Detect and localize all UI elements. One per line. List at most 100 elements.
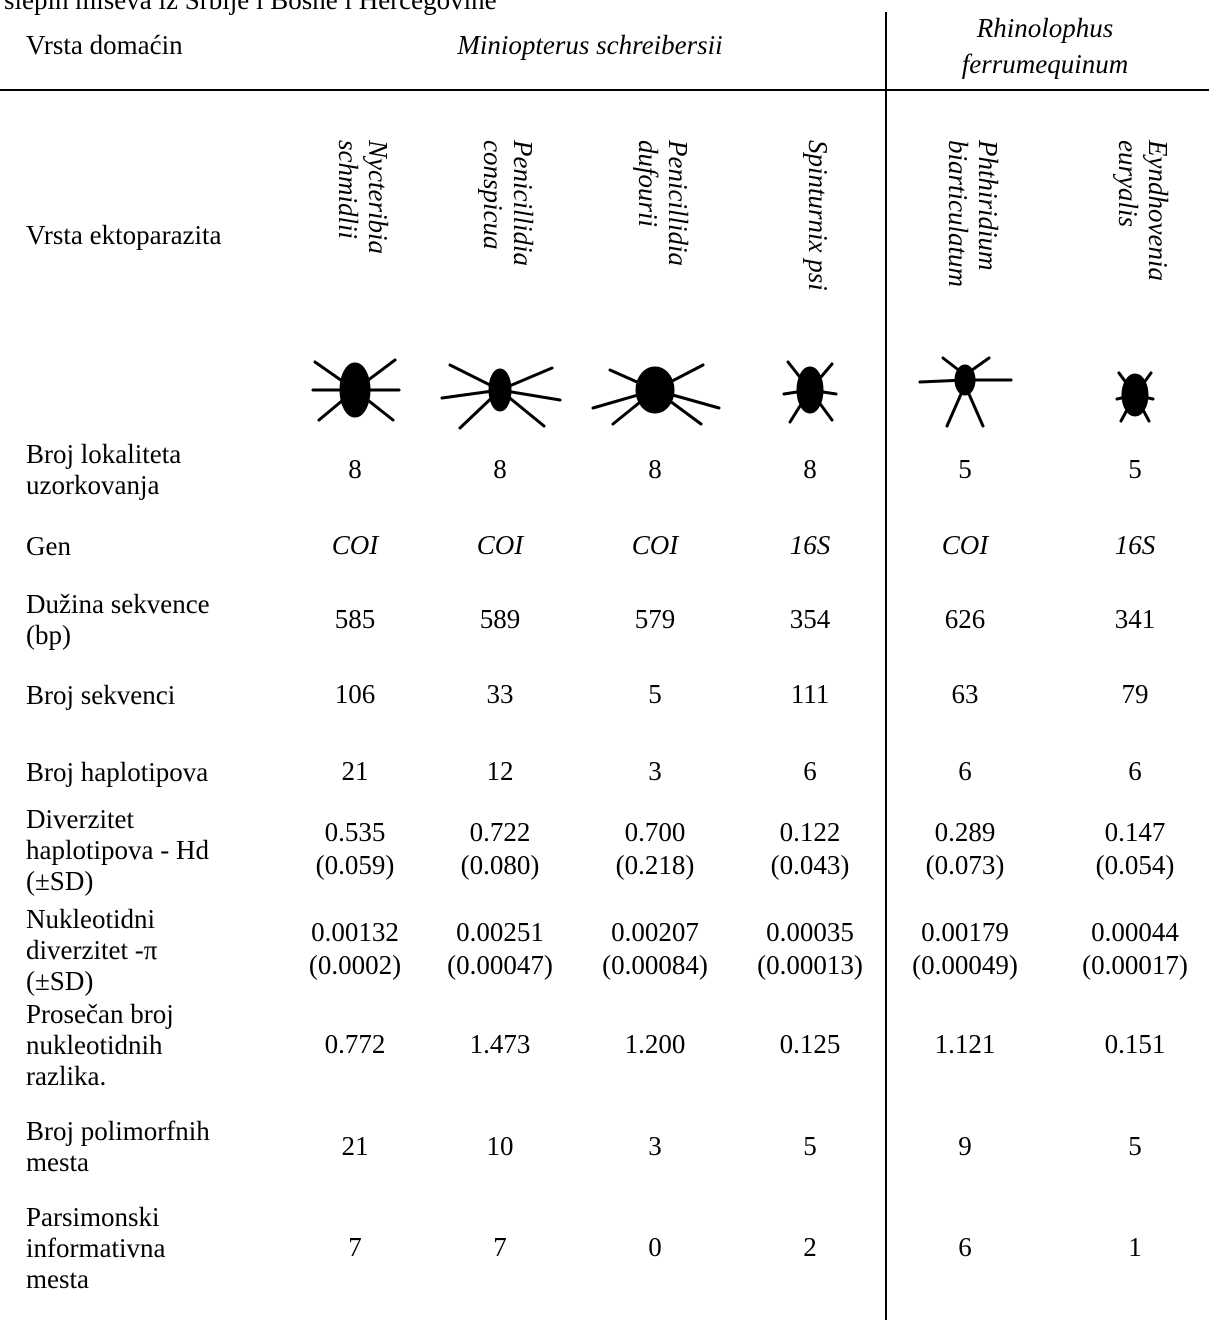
cell: 0.147 [1104, 817, 1166, 847]
row-label: nukleotidnih [26, 1029, 163, 1060]
row-label: Dužina sekvence [26, 589, 210, 619]
cell: 579 [634, 604, 676, 634]
ectoparasite-name-line: Eyndhovenia [1143, 140, 1173, 281]
cell: COI [476, 530, 524, 560]
cell: (0.00047) [447, 950, 553, 980]
cell: 21 [341, 756, 369, 786]
cell: 3 [648, 1131, 662, 1161]
cell: 5 [648, 679, 662, 709]
cell: 354 [789, 604, 831, 634]
cell: 106 [334, 679, 376, 709]
cell: 6 [803, 756, 817, 786]
group-divider [885, 12, 887, 1320]
cell: 0.289 [934, 817, 996, 847]
cell: 5 [803, 1131, 817, 1161]
cell: 0.772 [324, 1029, 386, 1059]
cell: 10 [486, 1131, 514, 1161]
ectoparasite-name-line: Penicillidia [508, 140, 538, 266]
cell: 2 [803, 1232, 817, 1262]
cell: 0.00035 [766, 917, 854, 947]
cell: (0.218) [615, 850, 695, 880]
row-label: informativna [26, 1232, 166, 1263]
cell: 7 [493, 1232, 507, 1262]
cell: (0.00013) [757, 950, 863, 980]
row-label: (±SD) [26, 865, 94, 896]
row-label: uzorkovanja [26, 470, 160, 500]
cell: 0.00044 [1091, 917, 1179, 947]
cell: 0.151 [1104, 1029, 1166, 1059]
ectoparasite-name-line: biarticulatum [943, 140, 973, 287]
cell: 0.00179 [921, 917, 1009, 947]
cell: 7 [348, 1232, 362, 1262]
cell: 5 [1128, 1131, 1142, 1161]
cell: (0.080) [460, 850, 540, 880]
cell: 79 [1121, 679, 1149, 709]
ectoparasite-name: Nycteribia schmidlii [333, 140, 393, 254]
row-label: razlika. [26, 1060, 107, 1091]
row-label: haplotipova - Hd [26, 834, 209, 865]
cell: (0.054) [1095, 850, 1175, 880]
header-rule [0, 89, 1209, 91]
ectoparasite-name-line: dufourii [633, 140, 663, 228]
cell: 12 [486, 756, 514, 786]
cell: 0 [648, 1232, 662, 1262]
cell: 0.122 [779, 817, 841, 847]
cell: (0.00084) [602, 950, 708, 980]
cell: 6 [958, 1232, 972, 1262]
host-name: Rhinolophus [976, 13, 1114, 43]
cell: COI [331, 530, 379, 560]
ecto-label: Vrsta ektoparazita [26, 220, 222, 250]
cell: (0.00049) [912, 950, 1018, 980]
cell: COI [631, 530, 679, 560]
row-label: Parsimonski [26, 1201, 160, 1232]
ectoparasite-name-line: Phthiridium [973, 140, 1003, 271]
cell: 3 [648, 756, 662, 786]
cell: 33 [486, 679, 514, 709]
row-label: mesta [26, 1147, 89, 1177]
ectoparasite-name: Eyndhovenia euryalis [1113, 140, 1173, 281]
cell: 111 [790, 679, 830, 709]
ectoparasite-name-line: Spinturnix psi [803, 140, 833, 291]
cell: 8 [648, 454, 662, 484]
cell: 0.00251 [456, 917, 544, 947]
row-label: Nukleotidni [26, 903, 155, 934]
cell: 0.722 [469, 817, 531, 847]
row-label: diverzitet -π [26, 934, 158, 965]
cell: 1 [1128, 1232, 1142, 1262]
cell: 63 [951, 679, 979, 709]
cell: 5 [958, 454, 972, 484]
ectoparasite-name-line: Penicillidia [663, 140, 693, 266]
cell: 5 [1128, 454, 1142, 484]
cell: 6 [1128, 756, 1142, 786]
row-label: (bp) [26, 620, 71, 650]
cell: 0.700 [624, 817, 686, 847]
host-label: Vrsta domaćin [26, 30, 183, 60]
cell: 8 [348, 454, 362, 484]
ectoparasite-icons-2 [918, 356, 1155, 428]
cell: 1.200 [624, 1029, 686, 1059]
cell: (0.0002) [308, 950, 402, 980]
cell: 9 [958, 1131, 972, 1161]
ectoparasite-name-line: conspicua [478, 140, 508, 250]
ectoparasite-name-line: Nycteribia [363, 140, 393, 254]
cell: 8 [803, 454, 817, 484]
cell: COI [941, 530, 989, 560]
ectoparasite-name: Spinturnix psi [803, 140, 833, 291]
cell: (0.043) [770, 850, 850, 880]
host-name: Miniopterus schreibersii [457, 30, 723, 60]
row-label: Broj polimorfnih [26, 1116, 210, 1146]
cell: 8 [493, 454, 507, 484]
ectoparasite-name: Phthiridium biarticulatum [943, 140, 1003, 287]
cell: (0.059) [315, 850, 395, 880]
cell: 6 [958, 756, 972, 786]
host-name: ferrumequinum [961, 49, 1129, 79]
row-label: (±SD) [26, 965, 94, 996]
cell: 0.00207 [611, 917, 699, 947]
cell: 1.473 [469, 1029, 531, 1059]
cell: (0.00017) [1082, 950, 1188, 980]
row-label: Broj haplotipova [26, 756, 209, 787]
cell: 341 [1114, 604, 1156, 634]
cell: 0.535 [324, 817, 386, 847]
ectoparasite-icons [311, 358, 838, 430]
